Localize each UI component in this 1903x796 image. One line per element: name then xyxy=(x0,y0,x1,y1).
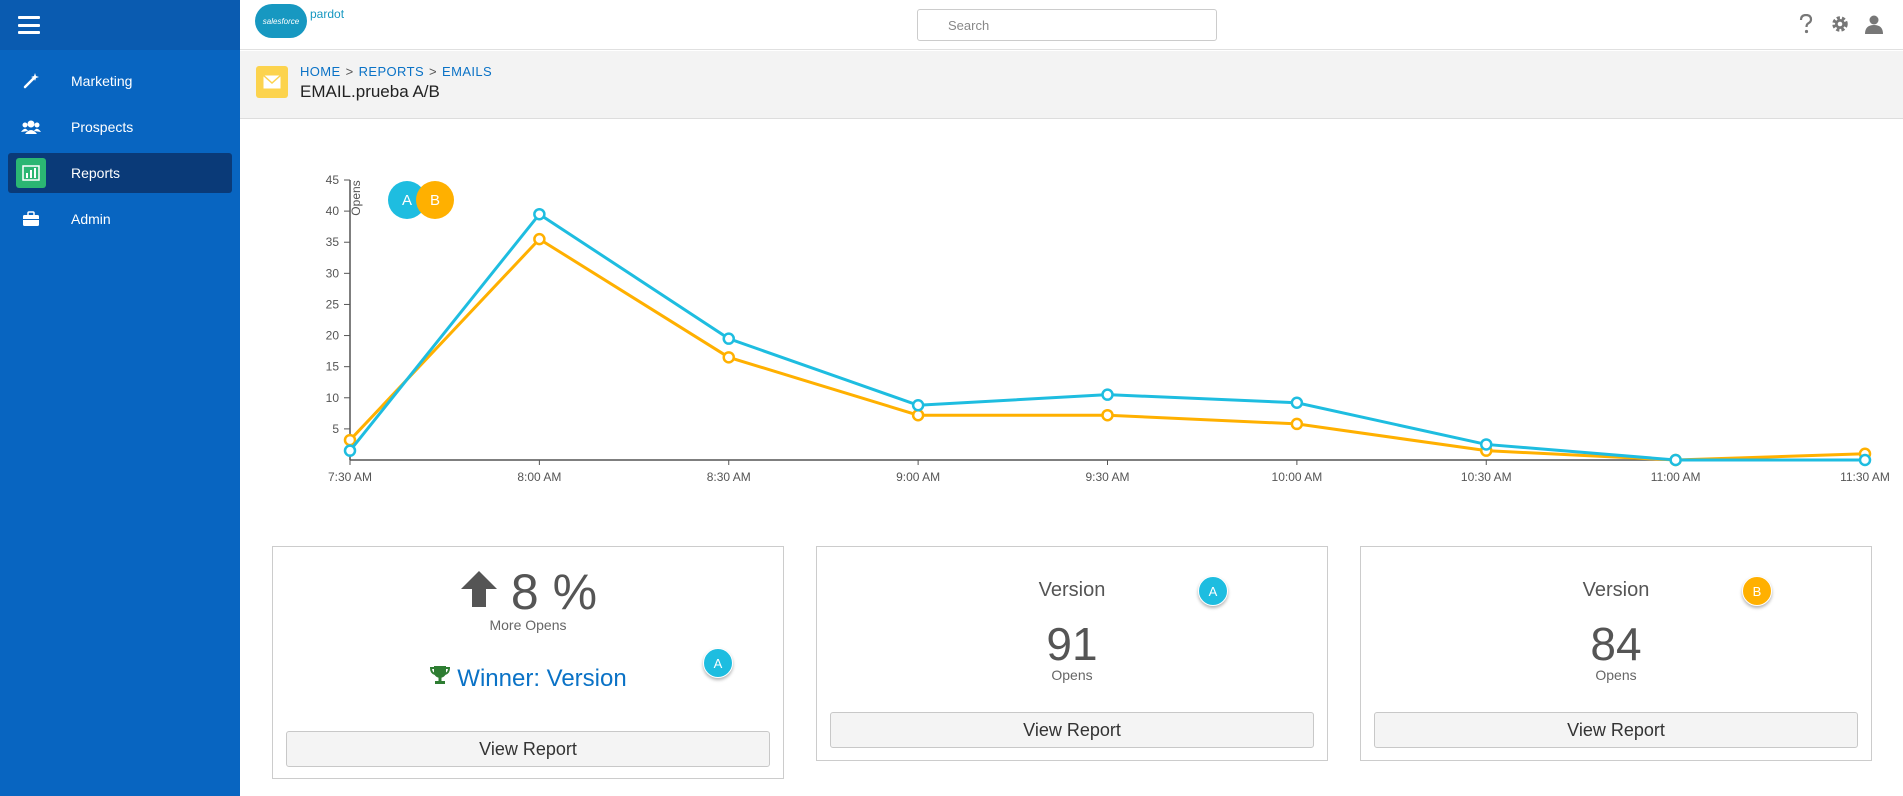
y-tick-label: 45 xyxy=(326,173,340,187)
series-line-a xyxy=(348,212,1865,462)
view-report-a-button[interactable]: View Report xyxy=(830,712,1314,748)
winner-label: Winner: Version xyxy=(273,664,783,693)
winner-version-badge: A xyxy=(703,648,733,678)
y-tick-label: 30 xyxy=(326,266,340,280)
sidebar-top xyxy=(0,0,240,50)
version-a-card: Version A 91 Opens View Report xyxy=(816,546,1328,761)
arrow-up-icon xyxy=(459,563,499,621)
logo-product: pardot xyxy=(310,7,345,21)
trophy-icon xyxy=(429,664,451,693)
view-report-b-button[interactable]: View Report xyxy=(1374,712,1858,748)
opens-label: Opens xyxy=(1595,667,1637,683)
top-header: salesforce pardot xyxy=(240,0,1903,50)
sidebar-item-label: Marketing xyxy=(71,73,133,89)
hamburger-menu-icon[interactable] xyxy=(18,16,40,34)
data-point-a xyxy=(1290,396,1304,410)
y-tick-label: 25 xyxy=(326,297,340,311)
briefcase-icon xyxy=(20,208,42,230)
sidebar-item-reports[interactable]: Reports xyxy=(8,153,232,193)
opens-line-chart: 5 10 15 20 25 30 35 40 45 Opens 7:30 AM 8:00 AM 8:30… xyxy=(326,173,1890,484)
page-header: HOME > REPORTS > EMAILS EMAIL.prueba A/B xyxy=(240,51,1903,119)
gear-icon[interactable] xyxy=(1829,13,1851,35)
opens-count: 84 xyxy=(1590,618,1642,670)
breadcrumb-separator: > xyxy=(429,64,438,79)
x-tick-label: 10:30 AM xyxy=(1461,470,1512,484)
email-icon xyxy=(256,66,288,98)
sidebar-item-prospects[interactable]: Prospects xyxy=(8,107,232,147)
x-tick-label: 9:00 AM xyxy=(896,470,940,484)
sidebar-nav: Marketing Prospects Reports Admin xyxy=(0,50,240,239)
data-point-b xyxy=(533,232,546,246)
breadcrumb-emails[interactable]: EMAILS xyxy=(442,64,493,79)
data-point-a xyxy=(1480,438,1493,451)
opens-label: Opens xyxy=(1051,667,1093,683)
y-tick-label: 40 xyxy=(326,204,340,218)
sidebar-item-label: Reports xyxy=(71,165,121,181)
x-tick-label: 9:30 AM xyxy=(1085,470,1129,484)
data-point-a xyxy=(1858,453,1872,467)
chart-icon xyxy=(16,158,46,188)
version-b-badge: B xyxy=(1742,576,1772,606)
x-tick-label: 8:00 AM xyxy=(517,470,561,484)
version-label: Version xyxy=(1038,579,1106,601)
help-icon[interactable] xyxy=(1795,13,1817,35)
winner-card: 8 % More Opens Winner: Version A View Re… xyxy=(272,546,784,779)
data-point-a xyxy=(1101,388,1114,401)
percent-value: 8 % xyxy=(510,564,598,620)
data-point-b xyxy=(911,408,925,422)
data-point-a xyxy=(343,444,357,457)
winner-text: Winner: Version xyxy=(457,664,627,692)
y-tick-label: 35 xyxy=(326,235,340,249)
version-label: Version xyxy=(1582,579,1650,601)
opens-count: 91 xyxy=(1046,618,1098,670)
x-tick-label: 10:00 AM xyxy=(1272,470,1323,484)
x-tick-label: 11:30 AM xyxy=(1840,470,1890,484)
data-point-a xyxy=(722,332,735,345)
x-tick-label: 7:30 AM xyxy=(328,470,372,484)
breadcrumb: HOME > REPORTS > EMAILS xyxy=(300,64,492,79)
series-line-b xyxy=(348,237,1866,462)
legend-b-badge[interactable]: B xyxy=(416,181,454,219)
data-point-b xyxy=(1290,417,1304,431)
data-point-b xyxy=(722,351,735,364)
sidebar: Marketing Prospects Reports Admin xyxy=(0,0,240,796)
wand-icon xyxy=(20,70,42,92)
breadcrumb-reports[interactable]: REPORTS xyxy=(358,64,425,79)
y-tick-label: 20 xyxy=(326,329,340,343)
y-axis-label: Opens xyxy=(349,180,363,215)
view-report-button[interactable]: View Report xyxy=(286,731,770,767)
sidebar-item-admin[interactable]: Admin xyxy=(8,199,232,239)
version-a-badge: A xyxy=(1198,576,1228,606)
sidebar-item-marketing[interactable]: Marketing xyxy=(8,61,232,101)
y-tick-label: 10 xyxy=(326,391,340,405)
breadcrumb-separator: > xyxy=(345,64,354,79)
version-b-card: Version B 84 Opens View Report xyxy=(1360,546,1872,761)
sidebar-item-label: Prospects xyxy=(71,119,134,135)
search-input[interactable] xyxy=(917,9,1217,41)
opens-chart: A B 5 10 15 20 25 30 35 40 45 Opens 7:30 AM 8:00 AM… xyxy=(240,120,1903,500)
data-point-b xyxy=(343,433,357,447)
user-icon[interactable] xyxy=(1863,13,1885,35)
header-icons xyxy=(1795,13,1885,35)
percent-row: 8 % xyxy=(273,563,783,621)
more-opens-label: More Opens xyxy=(489,617,567,633)
x-tick-label: 8:30 AM xyxy=(707,470,751,484)
logo-cloud: salesforce xyxy=(255,4,307,38)
breadcrumb-home[interactable]: HOME xyxy=(300,64,341,79)
x-tick-label: 11:00 AM xyxy=(1651,470,1701,484)
data-point-a xyxy=(1669,453,1682,467)
y-tick-label: 15 xyxy=(326,360,340,374)
people-icon xyxy=(20,116,42,138)
data-point-b xyxy=(1101,408,1114,422)
salesforce-pardot-logo[interactable]: salesforce pardot xyxy=(255,4,344,38)
data-point-a xyxy=(911,398,925,412)
sidebar-item-label: Admin xyxy=(71,211,111,227)
page-title: EMAIL.prueba A/B xyxy=(300,82,440,101)
y-tick-label: 5 xyxy=(332,422,339,436)
data-point-a xyxy=(533,207,546,221)
